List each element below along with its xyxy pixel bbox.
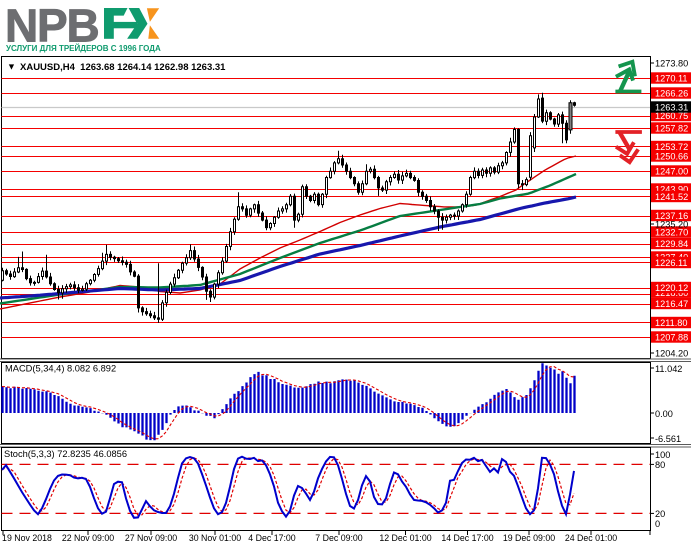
svg-text:27 Nov 09:00: 27 Nov 09:00 xyxy=(125,533,177,543)
svg-text:1260.75: 1260.75 xyxy=(655,111,688,121)
svg-text:1253.72: 1253.72 xyxy=(655,142,688,152)
svg-text:1235.20: 1235.20 xyxy=(655,220,688,230)
svg-text:1273.80: 1273.80 xyxy=(655,59,688,69)
svg-text:14 Dec 17:00: 14 Dec 17:00 xyxy=(441,533,493,543)
svg-text:1247.00: 1247.00 xyxy=(655,167,688,177)
svg-text:1266.26: 1266.26 xyxy=(655,89,688,99)
svg-text:1263.31: 1263.31 xyxy=(655,103,688,113)
svg-text:1204.20: 1204.20 xyxy=(655,349,688,359)
svg-text:1257.82: 1257.82 xyxy=(655,124,688,134)
svg-text:1270.11: 1270.11 xyxy=(655,74,688,84)
svg-text:-6.561: -6.561 xyxy=(655,434,681,444)
svg-text:1243.90: 1243.90 xyxy=(655,185,688,195)
svg-text:80: 80 xyxy=(655,460,665,470)
svg-text:1250.66: 1250.66 xyxy=(655,152,688,162)
svg-text:11.042: 11.042 xyxy=(655,364,682,374)
svg-text:30 Nov 01:00: 30 Nov 01:00 xyxy=(189,533,241,543)
svg-text:XAUUSD,H4 1263.68 1264.14 126: XAUUSD,H4 1263.68 1264.14 1262.98 1263.3… xyxy=(20,62,226,73)
svg-text:MACD(5,34,4) 8.082 6.892: MACD(5,34,4) 8.082 6.892 xyxy=(5,364,116,374)
svg-text:19 Dec 09:00: 19 Dec 09:00 xyxy=(503,533,555,543)
svg-text:Stoch(5,3,3) 72.8235 46.0856: Stoch(5,3,3) 72.8235 46.0856 xyxy=(4,449,127,459)
svg-text:▼: ▼ xyxy=(7,62,16,72)
svg-text:NPB: NPB xyxy=(5,0,99,52)
svg-text:24 Dec 01:00: 24 Dec 01:00 xyxy=(565,533,617,543)
svg-text:12 Dec 01:00: 12 Dec 01:00 xyxy=(379,533,431,543)
svg-text:22 Nov 09:00: 22 Nov 09:00 xyxy=(62,533,114,543)
svg-text:1241.52: 1241.52 xyxy=(655,192,688,202)
svg-text:0: 0 xyxy=(655,519,660,529)
svg-text:1232.70: 1232.70 xyxy=(655,228,688,238)
svg-text:1211.80: 1211.80 xyxy=(655,318,688,328)
svg-text:20: 20 xyxy=(655,509,665,519)
svg-text:1220.12: 1220.12 xyxy=(655,283,688,293)
svg-text:1229.84: 1229.84 xyxy=(655,239,688,249)
svg-text:7 Dec 09:00: 7 Dec 09:00 xyxy=(315,533,363,543)
svg-text:4 Dec 17:00: 4 Dec 17:00 xyxy=(248,533,296,543)
svg-text:УСЛУГИ ДЛЯ ТРЕЙДЕРОВ С 1996 ГО: УСЛУГИ ДЛЯ ТРЕЙДЕРОВ С 1996 ГОДА xyxy=(6,44,161,53)
svg-text:1207.88: 1207.88 xyxy=(655,333,688,343)
svg-text:19 Nov 2018: 19 Nov 2018 xyxy=(2,533,52,543)
svg-text:1216.47: 1216.47 xyxy=(655,299,688,309)
svg-text:100: 100 xyxy=(655,450,670,460)
svg-text:1226.11: 1226.11 xyxy=(655,258,688,268)
svg-text:0.00: 0.00 xyxy=(655,409,673,419)
svg-text:1237.16: 1237.16 xyxy=(655,211,688,221)
